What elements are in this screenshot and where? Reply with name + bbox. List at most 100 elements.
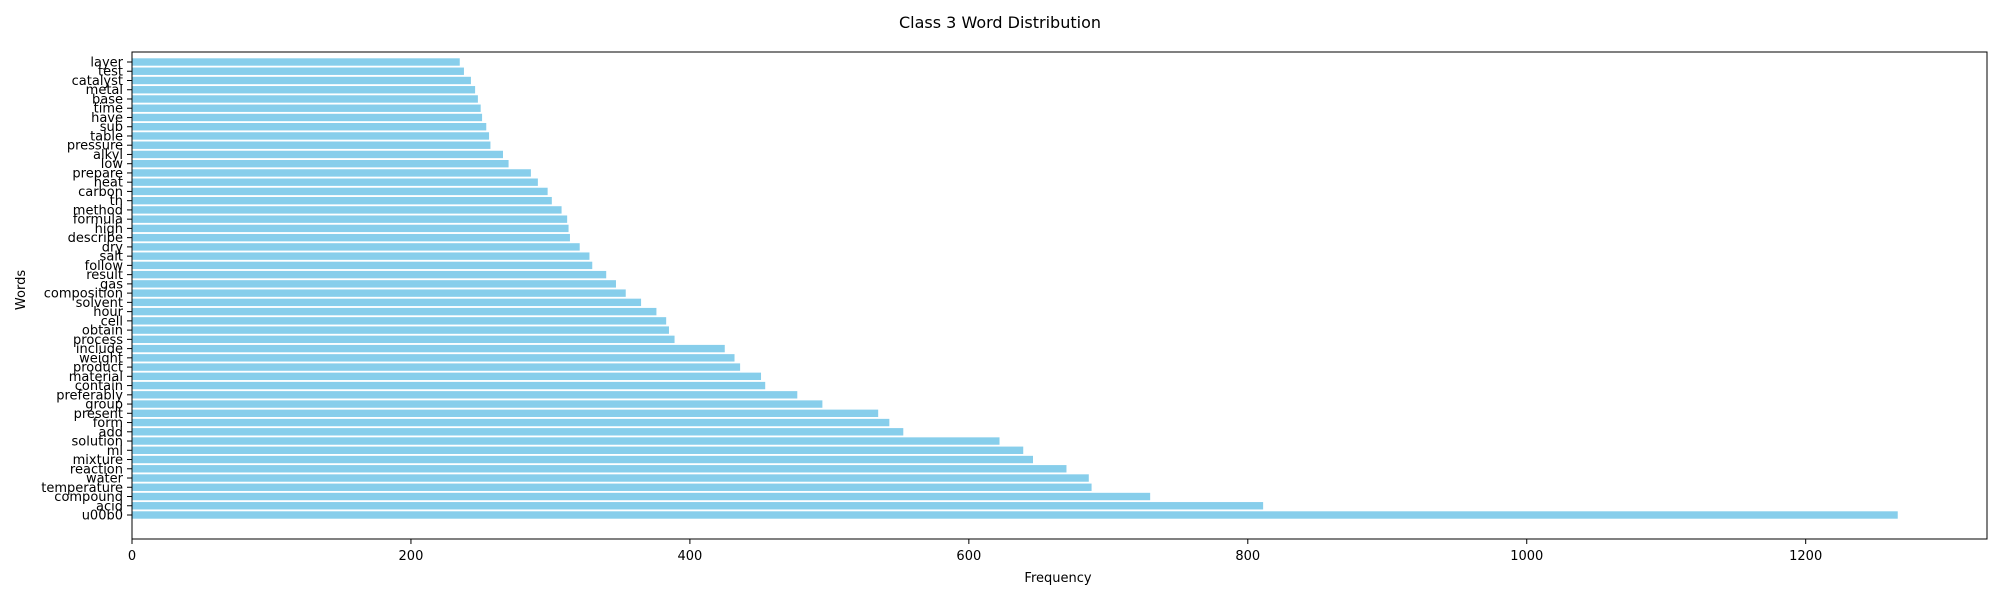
bars-group (132, 58, 1898, 519)
y-tick-label-sub: sub (100, 120, 123, 135)
bar-follow (132, 261, 593, 270)
y-tick-label-carbon: carbon (78, 185, 123, 200)
bar-present (132, 409, 879, 418)
chart-title: Class 3 Word Distribution (899, 13, 1101, 32)
bar-gas (132, 280, 616, 288)
bar-describe (132, 233, 570, 242)
y-tick-label-preferably: preferably (56, 388, 123, 403)
y-tick-label-low: low (101, 157, 124, 172)
y-tick-label-acid: acid (96, 499, 123, 514)
y-tick-label-product: product (73, 361, 123, 376)
y-tick-label-result: result (86, 268, 123, 283)
y-tick-label-water: water (86, 472, 124, 487)
y-tick-label-heat: heat (94, 176, 123, 191)
y-tick-label-hour: hour (93, 305, 123, 320)
bar-product (132, 363, 741, 371)
bar-u00b0 (132, 511, 1898, 519)
bar-solution (132, 437, 1000, 445)
y-tick-label-form: form (93, 416, 123, 431)
bar-material (132, 372, 762, 381)
y-tick-label-prepare: prepare (72, 166, 123, 181)
y-tick-label-have: have (91, 111, 123, 126)
bar-base (132, 95, 478, 103)
y-tick-label-solvent: solvent (76, 296, 123, 311)
y-tick-label-cell: cell (101, 314, 123, 329)
bar-alkyl (132, 150, 503, 159)
y-tick-label-layer: layer (90, 56, 123, 71)
bar-catalyst (132, 76, 471, 85)
bar-preferably (132, 391, 798, 399)
y-tick-label-pressure: pressure (67, 139, 123, 154)
y-tick-label-temperature: temperature (41, 481, 123, 496)
bar-contain (132, 381, 766, 390)
y-tick-label-obtain: obtain (82, 324, 123, 339)
bar-add (132, 428, 904, 436)
x-tick-label-1200: 1200 (1789, 549, 1822, 564)
bar-mixture (132, 455, 1033, 464)
x-tick-label-0: 0 (128, 549, 136, 564)
bar-water (132, 474, 1089, 482)
x-tick-label-800: 800 (1235, 549, 1260, 564)
x-axis-ticks: 0 200 400 600 800 1000 1200 (128, 539, 1822, 564)
y-tick-label-metal: metal (86, 83, 123, 98)
bar-th (132, 196, 552, 205)
bar-result (132, 270, 607, 279)
bar-temperature (132, 483, 1092, 491)
y-tick-label-describe: describe (68, 231, 123, 246)
bar-weight (132, 354, 735, 362)
y-tick-label-ml: ml (107, 444, 123, 459)
bar-high (132, 224, 569, 233)
y-tick-label-material: material (69, 370, 123, 385)
y-tick-label-formula: formula (73, 213, 123, 228)
y-tick-label-include: include (76, 342, 123, 357)
y-tick-label-present: present (74, 407, 123, 422)
bar-cell (132, 317, 667, 325)
bar-test (132, 67, 464, 75)
y-tick-label-test: test (98, 65, 123, 80)
y-tick-label-group: group (85, 398, 123, 413)
y-tick-label-follow: follow (85, 259, 124, 274)
bar-carbon (132, 187, 548, 196)
bar-reaction (132, 465, 1067, 473)
bar-low (132, 159, 509, 168)
bar-layer (132, 58, 460, 66)
bar-time (132, 104, 481, 112)
bar-prepare (132, 169, 531, 177)
bar-solvent (132, 298, 642, 307)
bar-table (132, 132, 490, 140)
bar-hour (132, 307, 657, 316)
bar-ml (132, 446, 1024, 454)
y-axis-ticks: u00b0acidcompoundtemperaturewaterreactio… (41, 56, 132, 524)
y-tick-label-dry: dry (102, 240, 124, 255)
y-axis-label: Words (14, 270, 29, 310)
y-tick-label-time: time (94, 102, 123, 117)
y-tick-label-weight: weight (79, 351, 123, 366)
bar-formula (132, 215, 568, 223)
x-tick-label-1000: 1000 (1510, 549, 1543, 564)
bar-acid (132, 502, 1264, 510)
bar-pressure (132, 141, 491, 149)
x-tick-label-200: 200 (399, 549, 424, 564)
bar-metal (132, 86, 476, 94)
y-tick-label-process: process (73, 333, 123, 348)
bar-process (132, 335, 675, 344)
y-tick-label-reaction: reaction (70, 462, 123, 477)
bar-have (132, 113, 483, 122)
x-tick-label-400: 400 (677, 549, 702, 564)
y-tick-label-gas: gas (100, 277, 123, 292)
bar-compound (132, 492, 1151, 501)
y-tick-label-alkyl: alkyl (93, 148, 123, 163)
bar-dry (132, 243, 580, 251)
bar-sub (132, 123, 487, 131)
y-tick-label-solution: solution (72, 435, 123, 450)
bar-salt (132, 252, 590, 260)
axes-frame (131, 51, 1988, 540)
bar-heat (132, 178, 538, 186)
y-tick-label-table: table (90, 129, 123, 144)
bar-obtain (132, 326, 669, 334)
y-tick-label-add: add (99, 425, 123, 440)
y-tick-label-base: base (92, 92, 123, 107)
bar-include (132, 344, 725, 353)
